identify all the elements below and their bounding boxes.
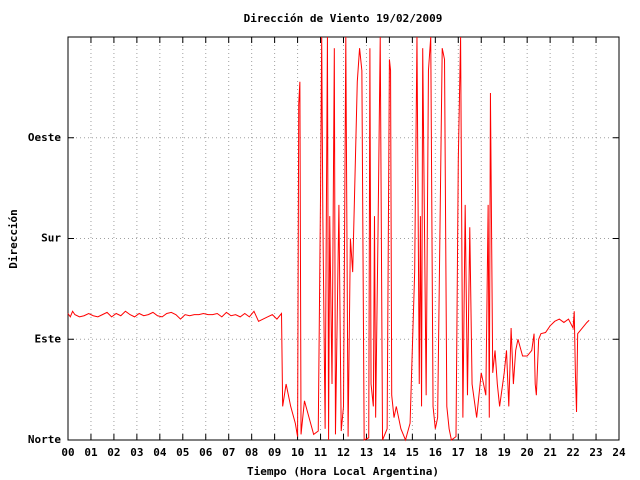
- y-axis-label: Dirección: [7, 209, 20, 269]
- chart-title: Dirección de Viento 19/02/2009: [244, 12, 443, 25]
- x-tick-label: 10: [291, 446, 304, 459]
- y-tick-label: Norte: [28, 433, 61, 446]
- x-tick-label: 13: [360, 446, 373, 459]
- x-tick-label: 12: [337, 446, 350, 459]
- x-tick-label: 18: [475, 446, 488, 459]
- x-tick-label: 16: [429, 446, 443, 459]
- x-tick-label: 00: [61, 446, 74, 459]
- x-tick-label: 03: [130, 446, 143, 459]
- x-tick-label: 23: [589, 446, 602, 459]
- x-tick-label: 14: [383, 446, 397, 459]
- data-line: [67, 36, 590, 442]
- plot-frame: [67, 36, 620, 441]
- y-tick-label: Sur: [41, 232, 61, 245]
- x-tick-label: 08: [245, 446, 258, 459]
- x-tick-label: 05: [176, 446, 189, 459]
- x-tick-label: 15: [406, 446, 419, 459]
- x-tick-label: 17: [452, 446, 465, 459]
- x-tick-label: 11: [314, 446, 328, 459]
- y-tick-label: Este: [35, 332, 62, 345]
- x-tick-label: 02: [107, 446, 120, 459]
- x-tick-label: 04: [153, 446, 167, 459]
- x-tick-label: 22: [566, 446, 579, 459]
- x-axis-label: Tiempo (Hora Local Argentina): [247, 465, 439, 478]
- x-tick-label: 20: [521, 446, 534, 459]
- y-tick-label: Oeste: [28, 131, 61, 144]
- x-tick-label: 21: [544, 446, 558, 459]
- x-tick-label: 01: [84, 446, 98, 459]
- x-tick-label: 19: [498, 446, 511, 459]
- x-tick-label: 07: [222, 446, 235, 459]
- x-tick-label: 06: [199, 446, 213, 459]
- x-tick-label: 24: [612, 446, 626, 459]
- x-tick-label: 09: [268, 446, 281, 459]
